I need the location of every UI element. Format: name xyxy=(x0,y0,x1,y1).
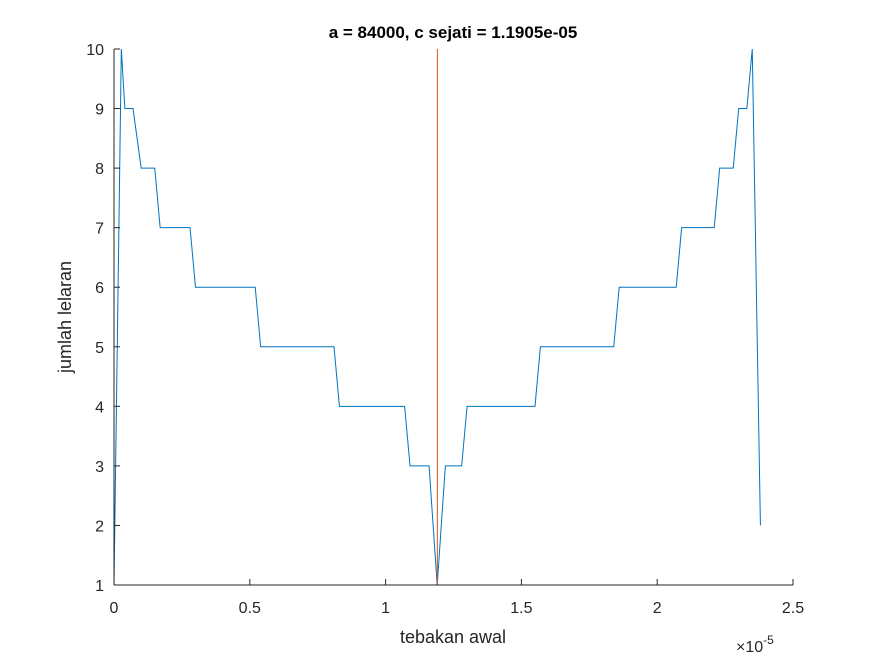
x-tick-label: 1.5 xyxy=(510,600,532,617)
y-tick-label: 9 xyxy=(95,102,104,119)
plot-area: 0 0.5 1 1.5 2 2.5 1 2 3 4 5 6 7 8 9 10 xyxy=(86,42,804,617)
x-axis-label: tebakan awal xyxy=(400,627,506,647)
y-tick-label: 10 xyxy=(86,42,104,59)
y-tick-label: 8 xyxy=(95,161,104,178)
x-tick-label: 0 xyxy=(110,600,119,617)
x-tick-label: 2 xyxy=(653,600,662,617)
y-tick-label: 1 xyxy=(95,578,104,595)
x-tick-label: 2.5 xyxy=(782,600,804,617)
x-exponent-power: -5 xyxy=(763,633,774,647)
y-ticks: 1 2 3 4 5 6 7 8 9 10 xyxy=(86,42,120,595)
y-tick-label: 7 xyxy=(95,221,104,238)
x-tick-label: 0.5 xyxy=(239,600,261,617)
y-tick-label: 4 xyxy=(95,399,104,416)
y-tick-label: 6 xyxy=(95,280,104,297)
y-tick-label: 5 xyxy=(95,340,104,357)
chart-title: a = 84000, c sejati = 1.1905e-05 xyxy=(329,23,578,42)
y-axis-label: jumlah lelaran xyxy=(55,261,75,374)
y-tick-label: 3 xyxy=(95,459,104,476)
x-ticks: 0 0.5 1 1.5 2 2.5 xyxy=(110,579,804,617)
x-exponent-base: ×10 xyxy=(736,639,763,656)
x-exponent-label: ×10-5 xyxy=(736,633,774,656)
x-tick-label: 1 xyxy=(381,600,390,617)
y-tick-label: 2 xyxy=(95,518,104,535)
